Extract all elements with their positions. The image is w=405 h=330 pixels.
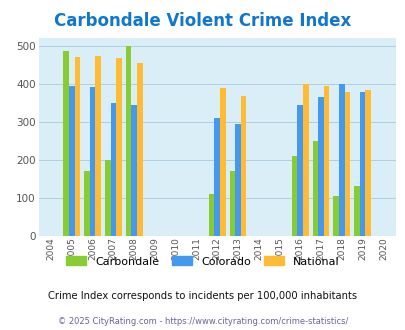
Bar [234,124,240,236]
Legend: Carbondale, Colorado, National: Carbondale, Colorado, National [66,256,339,267]
Bar [338,83,344,236]
Bar [344,92,350,236]
Bar [318,97,323,236]
Bar [364,90,370,236]
Bar [297,105,303,236]
Bar [303,84,308,236]
Bar [90,87,95,236]
Text: Crime Index corresponds to incidents per 100,000 inhabitants: Crime Index corresponds to incidents per… [48,291,357,301]
Bar [63,51,69,236]
Bar [333,196,338,236]
Text: Carbondale Violent Crime Index: Carbondale Violent Crime Index [54,12,351,30]
Bar [136,63,142,236]
Bar [353,186,359,236]
Bar [312,141,318,236]
Bar [240,96,246,236]
Bar [110,103,116,236]
Bar [359,92,364,236]
Bar [69,85,75,236]
Bar [131,105,136,236]
Bar [104,160,110,236]
Bar [208,194,214,236]
Bar [95,56,101,236]
Text: © 2025 CityRating.com - https://www.cityrating.com/crime-statistics/: © 2025 CityRating.com - https://www.city… [58,317,347,326]
Bar [84,171,90,236]
Bar [75,57,80,236]
Bar [214,118,220,236]
Bar [229,171,234,236]
Bar [291,156,297,236]
Bar [126,46,131,236]
Bar [116,58,121,236]
Bar [323,86,329,236]
Bar [220,88,225,236]
